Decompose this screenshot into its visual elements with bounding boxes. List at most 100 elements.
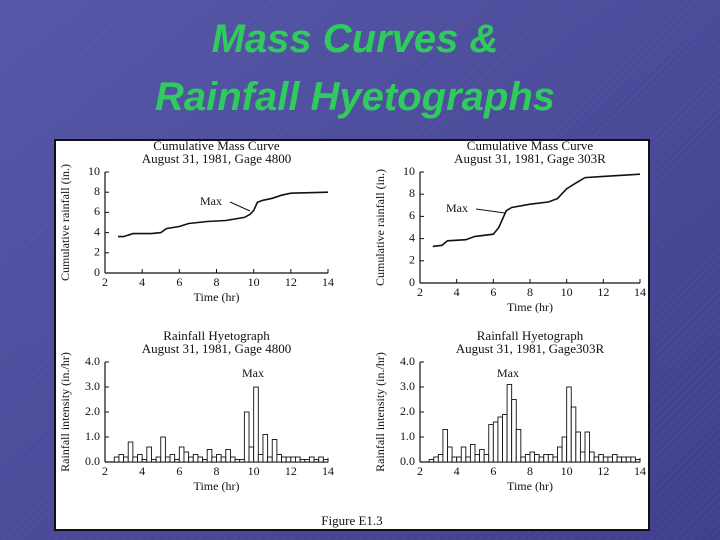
bar — [262, 434, 269, 463]
y-tick-label: 1.0 — [400, 429, 415, 443]
x-tick-label: 14 — [634, 464, 646, 478]
bar — [428, 459, 435, 463]
bar — [151, 459, 157, 463]
bar — [538, 456, 545, 463]
y-tick-label: 4 — [94, 224, 100, 238]
x-tick-label: 6 — [490, 464, 496, 478]
y-tick-label: 8 — [94, 184, 100, 198]
annotation: Max — [200, 194, 222, 208]
bar — [295, 456, 301, 463]
x-axis-label: Time (hr) — [507, 300, 553, 314]
bar — [308, 456, 315, 463]
bar — [178, 446, 185, 463]
y-tick-label: 0.0 — [400, 454, 415, 468]
y-tick-label: 0 — [409, 275, 415, 289]
bar — [488, 424, 494, 463]
bar — [155, 456, 162, 463]
bar — [547, 454, 554, 463]
bar — [285, 456, 292, 463]
y-axis-label: Rainfall intensity (in./hr) — [58, 352, 72, 472]
bar — [520, 456, 526, 463]
x-tick-label: 10 — [248, 464, 260, 478]
mass-curve — [432, 173, 641, 248]
bar — [575, 431, 581, 463]
y-tick-label: 4.0 — [400, 354, 415, 368]
bar — [451, 456, 458, 463]
chart-title: Cumulative Mass Curve — [467, 138, 594, 153]
bar — [474, 454, 481, 463]
y-tick-label: 6 — [409, 208, 415, 222]
chart-title: Cumulative Mass Curve — [153, 138, 280, 153]
bar — [621, 456, 627, 463]
annotation: Max — [242, 366, 264, 380]
x-tick-label: 14 — [634, 285, 646, 299]
bar — [267, 456, 273, 463]
bar — [211, 456, 217, 463]
x-tick-label: 2 — [102, 464, 108, 478]
annotation: Max — [497, 366, 519, 380]
bar — [132, 456, 138, 463]
bar — [506, 384, 513, 463]
bar — [616, 456, 623, 463]
y-tick-label: 0 — [94, 265, 100, 279]
bar — [465, 456, 471, 463]
bar — [141, 459, 148, 463]
annotation-leader — [475, 208, 506, 214]
bar — [502, 414, 508, 463]
x-tick-label: 6 — [490, 285, 496, 299]
y-tick-label: 8 — [409, 186, 415, 200]
y-tick-label: 0.0 — [85, 454, 100, 468]
bar — [483, 454, 490, 463]
bar — [584, 431, 591, 463]
bar — [281, 456, 287, 463]
x-tick-label: 10 — [561, 285, 573, 299]
bar — [561, 436, 568, 463]
x-tick-label: 8 — [214, 275, 220, 289]
chart-subtitle: August 31, 1981, Gage 4800 — [142, 341, 292, 356]
bar — [257, 454, 264, 463]
bar — [290, 456, 296, 463]
x-tick-label: 12 — [285, 275, 297, 289]
bar — [593, 456, 600, 463]
x-axis-label: Time (hr) — [507, 479, 553, 493]
x-tick-label: 2 — [102, 275, 108, 289]
bar — [169, 454, 176, 463]
bar — [589, 451, 595, 463]
bar — [113, 456, 120, 463]
x-tick-label: 4 — [454, 464, 460, 478]
bar — [243, 411, 250, 463]
bar — [118, 454, 125, 463]
x-axis-label: Time (hr) — [194, 290, 240, 304]
mass-curve — [118, 191, 329, 238]
bar — [322, 459, 329, 463]
bar — [469, 444, 476, 463]
bar — [192, 454, 199, 463]
bar — [570, 406, 577, 463]
bar — [183, 451, 190, 463]
x-tick-label: 14 — [322, 275, 334, 289]
bar — [188, 456, 194, 463]
bar — [552, 456, 558, 463]
bar — [304, 459, 310, 463]
x-tick-label: 12 — [285, 464, 297, 478]
bar — [206, 449, 213, 463]
bar — [456, 456, 462, 463]
y-tick-label: 10 — [403, 164, 415, 178]
x-tick-label: 14 — [322, 464, 334, 478]
x-tick-label: 6 — [176, 275, 182, 289]
figure-panel — [54, 139, 650, 531]
chart-subtitle: August 31, 1981, Gage303R — [456, 341, 605, 356]
x-tick-label: 10 — [561, 464, 573, 478]
y-axis-label: Rainfall intensity (in./hr) — [373, 352, 387, 472]
bar — [123, 456, 129, 463]
y-tick-label: 2 — [94, 245, 100, 259]
bar — [271, 439, 278, 463]
bar — [253, 386, 259, 463]
figure-caption: Figure E1.3 — [321, 513, 382, 528]
bar — [225, 449, 231, 463]
bar — [137, 454, 143, 463]
annotation: Max — [446, 201, 468, 215]
bar — [602, 456, 609, 463]
